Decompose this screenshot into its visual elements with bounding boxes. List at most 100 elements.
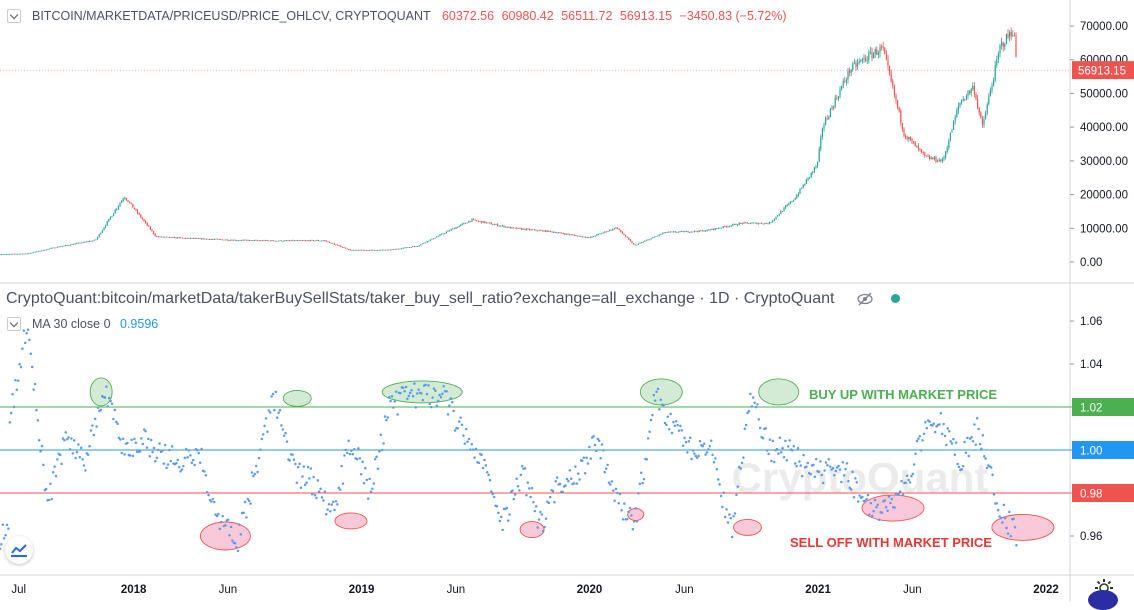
ratio-dot <box>21 347 24 351</box>
ratio-dot <box>928 420 931 423</box>
ratio-dot <box>917 437 920 441</box>
ratio-dot <box>261 433 265 436</box>
price-candle <box>660 234 662 236</box>
ratio-dot <box>530 486 534 490</box>
price-candle <box>82 241 84 243</box>
buy-ellipse <box>89 377 113 407</box>
ratio-dot <box>687 440 691 443</box>
price-candle <box>799 188 801 194</box>
price-candle <box>391 249 393 251</box>
ratio-dot <box>771 439 775 443</box>
level-badge-text: 0.98 <box>1080 489 1102 501</box>
ratio-dot <box>666 415 670 419</box>
scroll-badge[interactable] <box>1088 590 1118 610</box>
price-candle <box>119 202 121 206</box>
ratio-dot <box>95 425 98 428</box>
price-candle <box>988 96 990 105</box>
price-candle <box>132 203 134 208</box>
ratio-dot <box>36 418 40 422</box>
price-candle <box>877 53 879 55</box>
price-candle <box>85 241 87 243</box>
ratio-dot <box>459 416 462 419</box>
ratio-dot <box>396 413 399 416</box>
price-candle <box>794 198 796 200</box>
ratio-dot <box>911 472 915 476</box>
price-candle <box>306 240 308 242</box>
ratio-dot <box>434 389 437 393</box>
price-candle <box>218 239 220 240</box>
ratio-dot <box>298 462 301 466</box>
price-candle <box>415 246 417 248</box>
price-candle <box>129 201 131 203</box>
price-candle <box>967 91 969 97</box>
price-candle <box>172 237 174 238</box>
price-candle <box>186 238 188 239</box>
eye-off-icon[interactable] <box>856 291 874 307</box>
price-candle <box>844 81 846 82</box>
price-candle <box>802 185 804 189</box>
price-candle <box>145 221 147 223</box>
price-candle <box>508 226 510 228</box>
collapse-icon[interactable] <box>7 317 21 331</box>
ratio-dot <box>583 472 587 475</box>
ratio-dot <box>729 516 733 520</box>
ratio-dot <box>775 447 779 451</box>
price-candle <box>140 214 142 218</box>
ratio-dot <box>814 457 818 461</box>
collapse-icon[interactable] <box>7 9 21 23</box>
ratio-dot <box>1005 526 1008 530</box>
price-candle <box>951 130 953 133</box>
ratio-dot <box>16 379 20 382</box>
ratio-dot <box>592 434 595 438</box>
price-candle <box>436 236 438 238</box>
ratio-dot <box>1006 532 1010 535</box>
price-candle <box>189 237 191 239</box>
price-candle <box>889 66 891 74</box>
ratio-dot <box>617 501 621 505</box>
price-candle <box>893 85 895 96</box>
ratio-dot <box>215 514 219 518</box>
ratio-dot <box>186 456 189 459</box>
price-candle <box>578 235 580 237</box>
ratio-dot <box>826 464 829 467</box>
price-candle <box>833 107 835 108</box>
ratio-dot <box>210 500 213 503</box>
price-candle <box>673 231 675 233</box>
tradingview-logo-icon[interactable] <box>5 536 33 564</box>
ratio-dot <box>268 411 272 414</box>
price-candle <box>322 240 324 242</box>
price-candle <box>522 228 524 230</box>
price-candle <box>394 249 396 250</box>
price-candle <box>586 237 588 239</box>
ratio-dot <box>698 439 702 443</box>
price-candle <box>895 95 897 101</box>
ratio-dot <box>273 408 276 412</box>
ratio-dot <box>931 424 934 427</box>
ratio-dot <box>322 499 325 502</box>
ratio-dot <box>457 420 461 423</box>
price-candle <box>516 227 518 229</box>
price-candle <box>623 233 625 236</box>
ratio-dot <box>999 516 1003 520</box>
ratio-dot <box>96 406 100 409</box>
price-candle <box>1005 34 1007 45</box>
ratio-dot <box>260 437 264 441</box>
ratio-dot <box>667 428 671 431</box>
sell-ellipse <box>334 512 368 530</box>
price-candle <box>301 240 303 242</box>
ratio-dot <box>676 423 679 427</box>
ratio-dot <box>900 479 903 483</box>
price-candle <box>465 222 467 224</box>
price-candle <box>501 225 503 227</box>
price-candle <box>927 156 929 157</box>
ratio-dot <box>765 449 769 452</box>
price-candle <box>900 111 902 124</box>
price-candle <box>777 215 779 217</box>
ratio-dot <box>74 456 77 460</box>
ratio-dot <box>221 514 224 518</box>
ratio-dot <box>981 433 985 437</box>
price-candle <box>652 237 654 239</box>
ratio-dot <box>674 420 678 423</box>
price-candle <box>881 46 883 48</box>
